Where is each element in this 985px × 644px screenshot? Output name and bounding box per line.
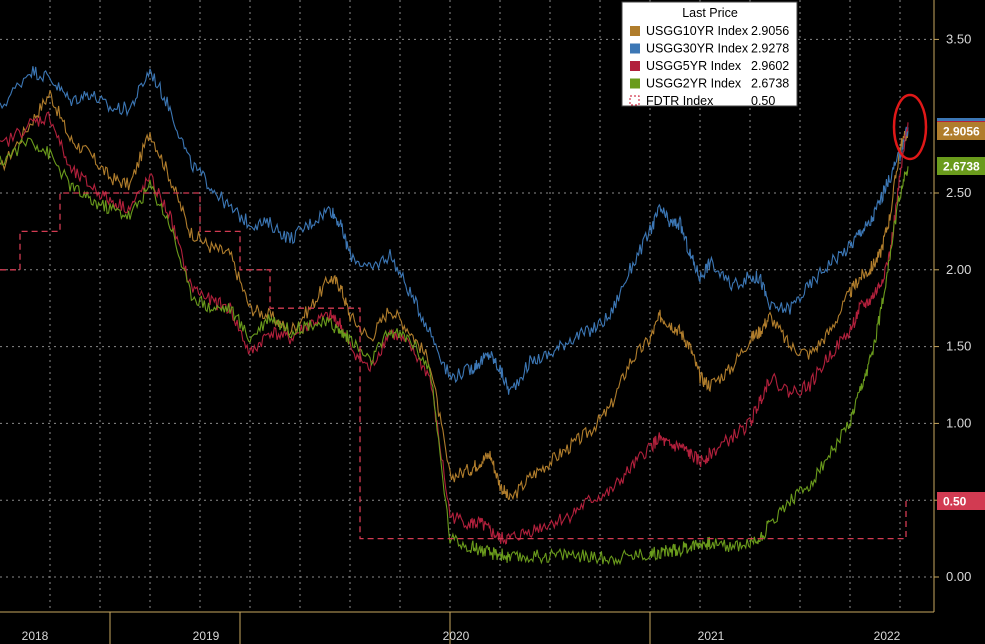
- highlight-circle: [892, 93, 928, 161]
- legend-series-value: 2.9056: [751, 24, 789, 38]
- legend-series-name: USGG10YR Index: [646, 24, 749, 38]
- legend-swatch: [630, 61, 640, 71]
- series-line-fdtr: [0, 192, 910, 540]
- value-badge: [937, 492, 985, 510]
- legend-series-value: 2.9278: [751, 42, 789, 56]
- y-tick-label: 2.00: [946, 262, 971, 277]
- x-year-label: 2019: [193, 629, 220, 643]
- series-line-usgg10yr: [0, 90, 909, 501]
- value-badge-label: 2.9056: [943, 125, 980, 139]
- legend-series-name: FDTR Index: [646, 94, 714, 108]
- badge-layer: 2.9056 2.6738 0.50: [937, 118, 985, 510]
- value-badge-label: 2.6738: [943, 160, 980, 174]
- grid: [0, 0, 934, 612]
- legend-series-value: 2.9602: [751, 59, 789, 73]
- value-badge: [937, 157, 985, 175]
- legend-swatch: [630, 26, 640, 36]
- legend-series-name: USGG2YR Index: [646, 77, 742, 91]
- legend-series-name: USGG30YR Index: [646, 42, 749, 56]
- series-layer: [0, 66, 910, 567]
- y-tick-label: 1.50: [946, 339, 971, 354]
- x-year-label: 2021: [698, 629, 725, 643]
- y-tick-label: 1.00: [946, 415, 971, 430]
- value-badge: [937, 118, 985, 122]
- legend-swatch: [630, 78, 640, 89]
- y-tick-label: 2.50: [946, 185, 971, 200]
- value-badge: [937, 122, 985, 140]
- x-year-label: 2022: [874, 629, 901, 643]
- legend-series-value: 2.6738: [751, 77, 789, 91]
- legend-box: [621, 1, 798, 107]
- y-tick-label: 0.00: [946, 569, 971, 584]
- y-tick-label: 3.50: [946, 31, 971, 46]
- series-line-usgg30yr: [0, 66, 909, 395]
- series-line-usgg2yr: [0, 137, 909, 567]
- x-year-label: 2020: [443, 629, 470, 643]
- series-line-usgg5yr: [0, 111, 909, 545]
- legend-series-value: 0.50: [751, 94, 775, 108]
- x-year-label: 2018: [22, 629, 49, 643]
- legend-title: Last Price: [682, 6, 738, 20]
- value-badge-label: 0.50: [943, 495, 967, 509]
- legend-swatch: [629, 95, 640, 106]
- legend-series-name: USGG5YR Index: [646, 59, 742, 73]
- legend-swatch: [630, 43, 640, 54]
